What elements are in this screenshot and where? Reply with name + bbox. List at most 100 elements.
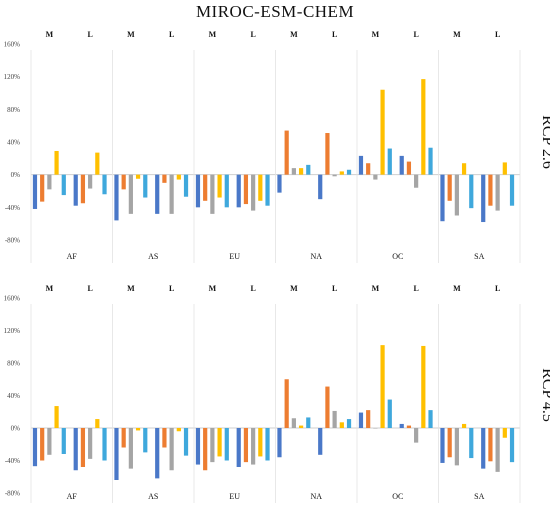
bar bbox=[399, 155, 404, 175]
bar bbox=[366, 410, 371, 428]
bar bbox=[203, 428, 208, 471]
bar bbox=[114, 428, 119, 480]
y-tick-label: -40% bbox=[5, 204, 20, 212]
bar bbox=[481, 174, 486, 223]
category-label: AF bbox=[67, 492, 78, 501]
subgroup-label: M bbox=[290, 284, 298, 293]
subgroup-label: M bbox=[127, 30, 135, 39]
y-tick-label: 120% bbox=[4, 73, 21, 81]
bar bbox=[176, 428, 181, 432]
bar bbox=[265, 174, 270, 206]
category-label: AS bbox=[148, 252, 158, 261]
bar bbox=[509, 428, 515, 463]
bar bbox=[325, 386, 330, 428]
y-tick-label: 160% bbox=[4, 295, 21, 303]
bar bbox=[373, 174, 378, 180]
bar bbox=[169, 174, 174, 214]
category-label: EU bbox=[229, 252, 240, 261]
bar bbox=[488, 174, 493, 206]
bar bbox=[373, 428, 378, 429]
bar bbox=[95, 152, 100, 175]
subgroup-label: M bbox=[453, 30, 461, 39]
bar bbox=[54, 406, 59, 428]
bar bbox=[325, 133, 330, 175]
bar bbox=[440, 174, 445, 222]
bar bbox=[183, 174, 189, 197]
bar bbox=[318, 174, 323, 200]
bar bbox=[121, 428, 126, 448]
bar bbox=[195, 174, 201, 208]
subgroup-label: L bbox=[250, 284, 255, 293]
bar bbox=[128, 174, 133, 214]
bar bbox=[169, 428, 174, 471]
bar bbox=[95, 419, 100, 428]
bar bbox=[32, 428, 38, 467]
bar bbox=[143, 428, 148, 453]
bar bbox=[380, 345, 385, 428]
bar bbox=[421, 79, 426, 175]
bar bbox=[114, 174, 119, 221]
bar bbox=[291, 168, 296, 175]
bar bbox=[306, 164, 311, 175]
y-tick-label: 80% bbox=[7, 360, 20, 368]
subgroup-label: L bbox=[332, 30, 337, 39]
bar bbox=[277, 428, 282, 458]
bar bbox=[61, 428, 66, 454]
subgroup-label: M bbox=[46, 30, 54, 39]
category-label: OC bbox=[392, 492, 403, 501]
bar bbox=[258, 174, 263, 201]
subgroup-label: L bbox=[169, 30, 174, 39]
bar bbox=[73, 428, 78, 471]
bar bbox=[339, 171, 344, 175]
bar bbox=[135, 174, 141, 179]
y-tick-label: -40% bbox=[5, 457, 20, 465]
bar bbox=[284, 379, 289, 428]
category-label: EU bbox=[229, 492, 240, 501]
subgroup-label: M bbox=[46, 284, 54, 293]
bar bbox=[265, 428, 270, 461]
subgroup-label: M bbox=[372, 30, 380, 39]
y-tick-label: -80% bbox=[5, 237, 20, 245]
bar bbox=[481, 428, 486, 469]
bar bbox=[224, 428, 229, 461]
bar bbox=[440, 428, 445, 463]
bar bbox=[243, 428, 249, 463]
bar bbox=[258, 428, 263, 457]
bar bbox=[414, 174, 419, 188]
bar bbox=[217, 174, 222, 198]
subgroup-label: L bbox=[413, 30, 418, 39]
bar bbox=[428, 147, 433, 175]
bar bbox=[102, 428, 107, 461]
bar bbox=[217, 428, 222, 457]
bar bbox=[47, 174, 52, 190]
bar bbox=[291, 418, 296, 428]
subgroup-label: M bbox=[209, 30, 217, 39]
bar bbox=[447, 174, 452, 201]
bar bbox=[40, 174, 45, 202]
category-label: NA bbox=[310, 252, 322, 261]
bar bbox=[414, 428, 419, 443]
bar bbox=[454, 428, 459, 466]
subgroup-label: L bbox=[169, 284, 174, 293]
y-tick-label: 0% bbox=[11, 425, 21, 433]
bar bbox=[277, 174, 282, 193]
bar bbox=[32, 174, 38, 209]
subgroup-label: L bbox=[413, 284, 418, 293]
bar bbox=[346, 419, 352, 428]
bar bbox=[406, 425, 412, 428]
subgroup-label: L bbox=[495, 284, 500, 293]
bar bbox=[502, 162, 507, 175]
bar bbox=[135, 428, 141, 431]
bar bbox=[251, 174, 256, 211]
y-tick-label: -80% bbox=[5, 490, 20, 498]
category-label: SA bbox=[474, 492, 484, 501]
bar bbox=[298, 168, 304, 175]
bar bbox=[155, 428, 160, 479]
bar bbox=[332, 410, 337, 428]
bar bbox=[358, 412, 364, 428]
bar bbox=[243, 174, 249, 205]
bar bbox=[61, 174, 66, 196]
bar bbox=[469, 174, 474, 209]
bar bbox=[332, 174, 337, 177]
